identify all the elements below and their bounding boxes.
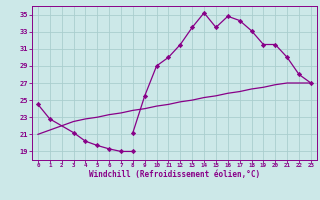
X-axis label: Windchill (Refroidissement éolien,°C): Windchill (Refroidissement éolien,°C) (89, 170, 260, 179)
